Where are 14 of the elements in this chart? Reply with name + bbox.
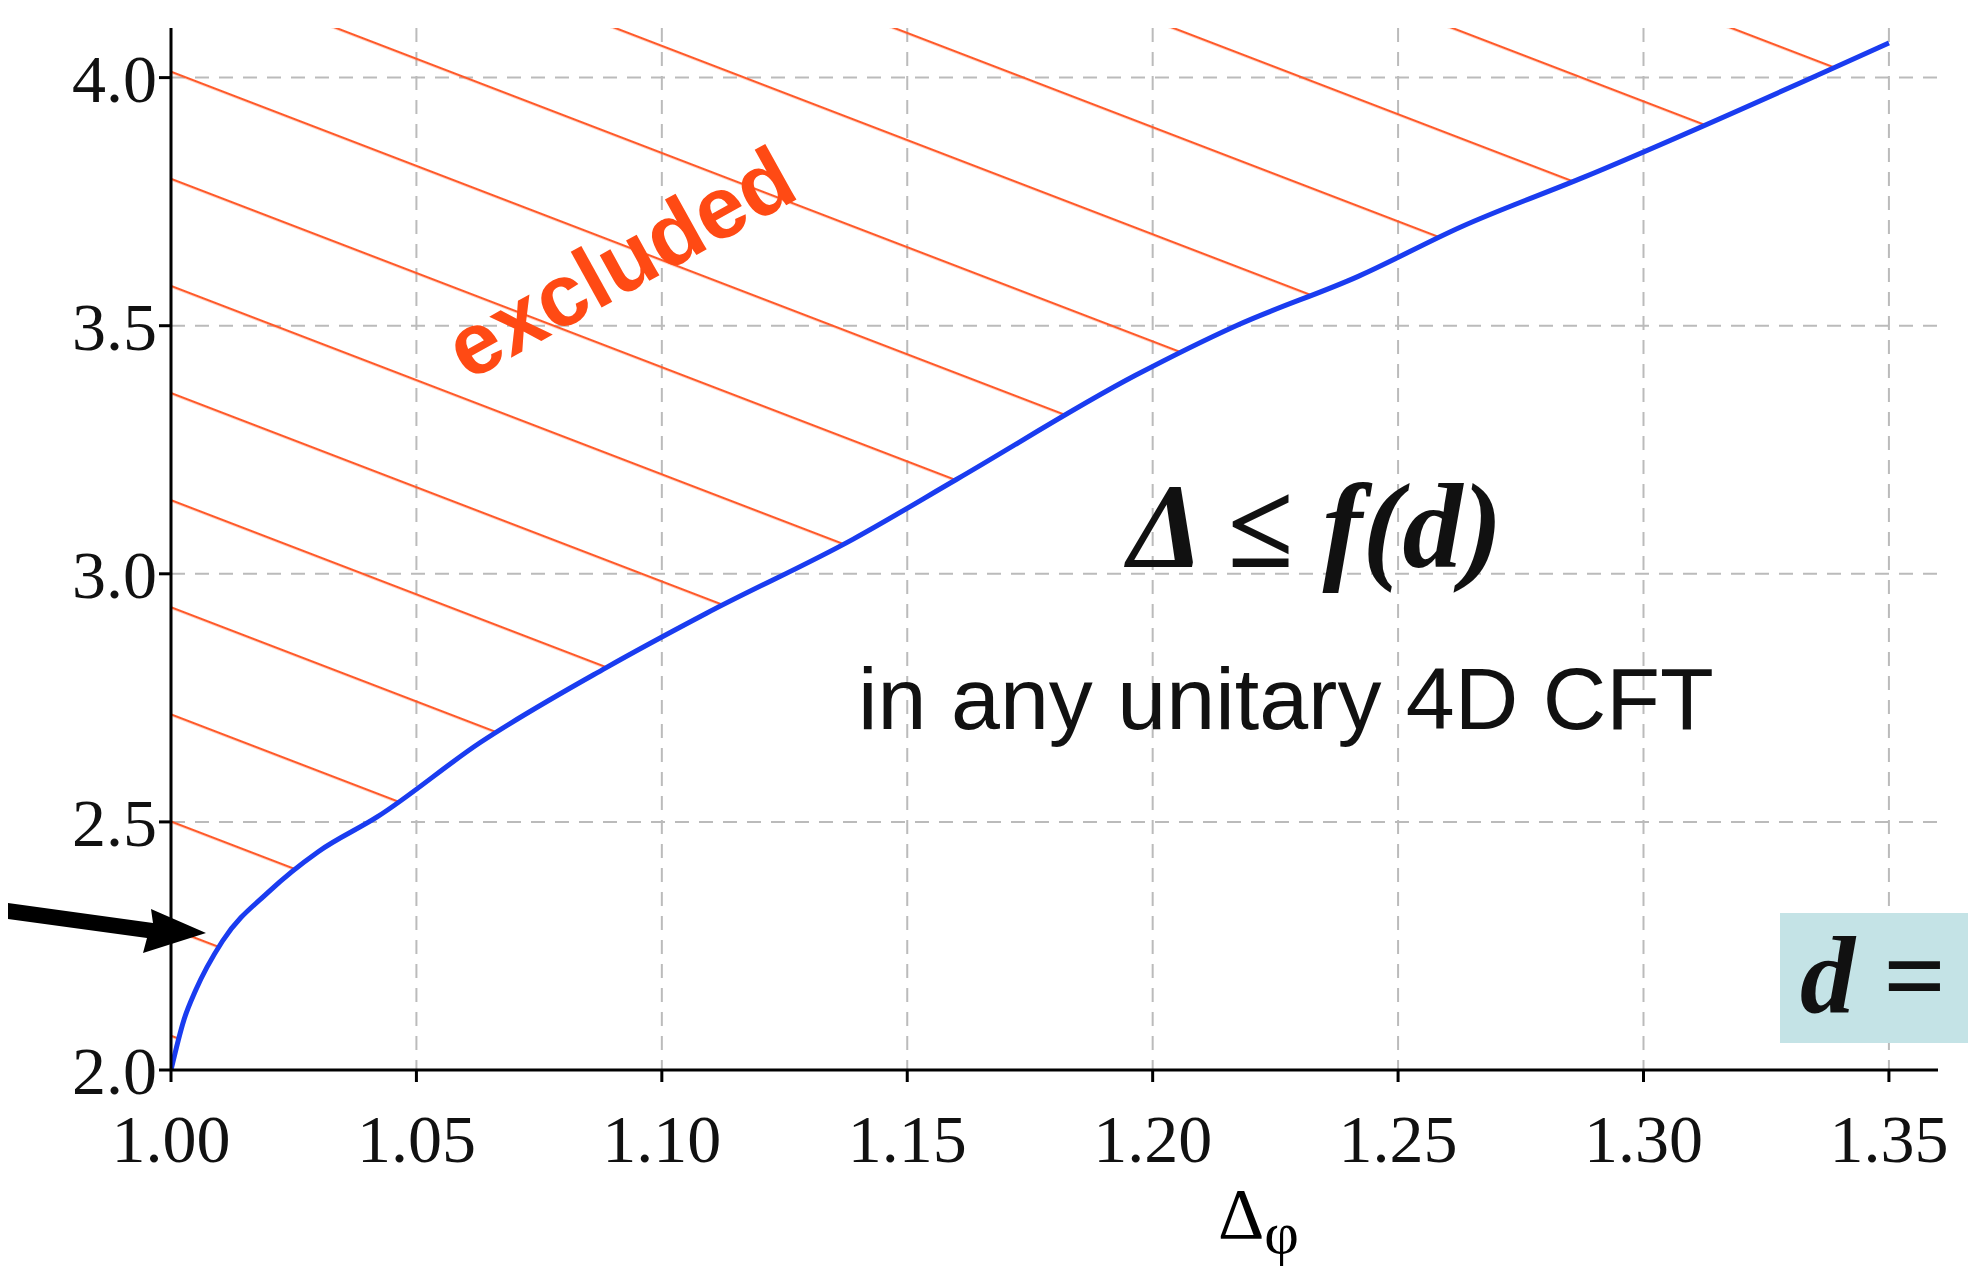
- x-tick-label: 1.05: [356, 1101, 476, 1178]
- y-tick-label: 4.0: [72, 40, 157, 117]
- x-tick-label: 1.10: [602, 1101, 722, 1178]
- x-tick-label: 1.30: [1584, 1101, 1703, 1178]
- annotation: in any unitary 4D CFT: [858, 648, 1714, 750]
- x-tick-label: 1.15: [847, 1101, 967, 1178]
- y-tick-label: 2.5: [72, 785, 157, 862]
- x-axis-title: Δ$_{φ}$: [1218, 1174, 1299, 1267]
- y-tick-label: 3.0: [72, 536, 157, 613]
- x-tick-label: 1.35: [1829, 1101, 1949, 1178]
- y-tick-label: 3.5: [72, 288, 157, 365]
- x-tick-label: 1.25: [1338, 1101, 1458, 1178]
- annotation: d =: [1780, 913, 1968, 1043]
- x-tick-label: 1.20: [1093, 1101, 1213, 1178]
